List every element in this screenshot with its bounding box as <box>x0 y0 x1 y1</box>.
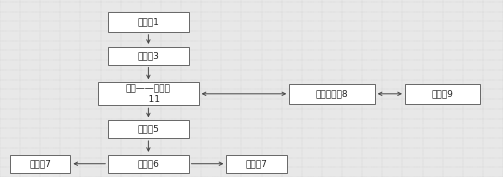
Text: 发电——电动机
    11: 发电——电动机 11 <box>126 84 171 104</box>
Text: 蓄能控制器8: 蓄能控制器8 <box>316 89 348 98</box>
FancyBboxPatch shape <box>98 82 199 105</box>
Text: 离合器3: 离合器3 <box>137 51 159 60</box>
FancyBboxPatch shape <box>289 84 375 104</box>
FancyBboxPatch shape <box>108 155 189 173</box>
Text: 发动机1: 发动机1 <box>137 18 159 27</box>
FancyBboxPatch shape <box>10 155 70 173</box>
Text: 差速器6: 差速器6 <box>137 159 159 168</box>
FancyBboxPatch shape <box>108 12 189 32</box>
FancyBboxPatch shape <box>405 84 480 104</box>
Text: 驱动轮7: 驱动轮7 <box>245 159 268 168</box>
FancyBboxPatch shape <box>226 155 287 173</box>
Text: 变速器5: 变速器5 <box>137 125 159 134</box>
Text: 蓄电池9: 蓄电池9 <box>432 89 454 98</box>
FancyBboxPatch shape <box>108 120 189 138</box>
Text: 驱动轮7: 驱动轮7 <box>29 159 51 168</box>
FancyBboxPatch shape <box>108 47 189 65</box>
